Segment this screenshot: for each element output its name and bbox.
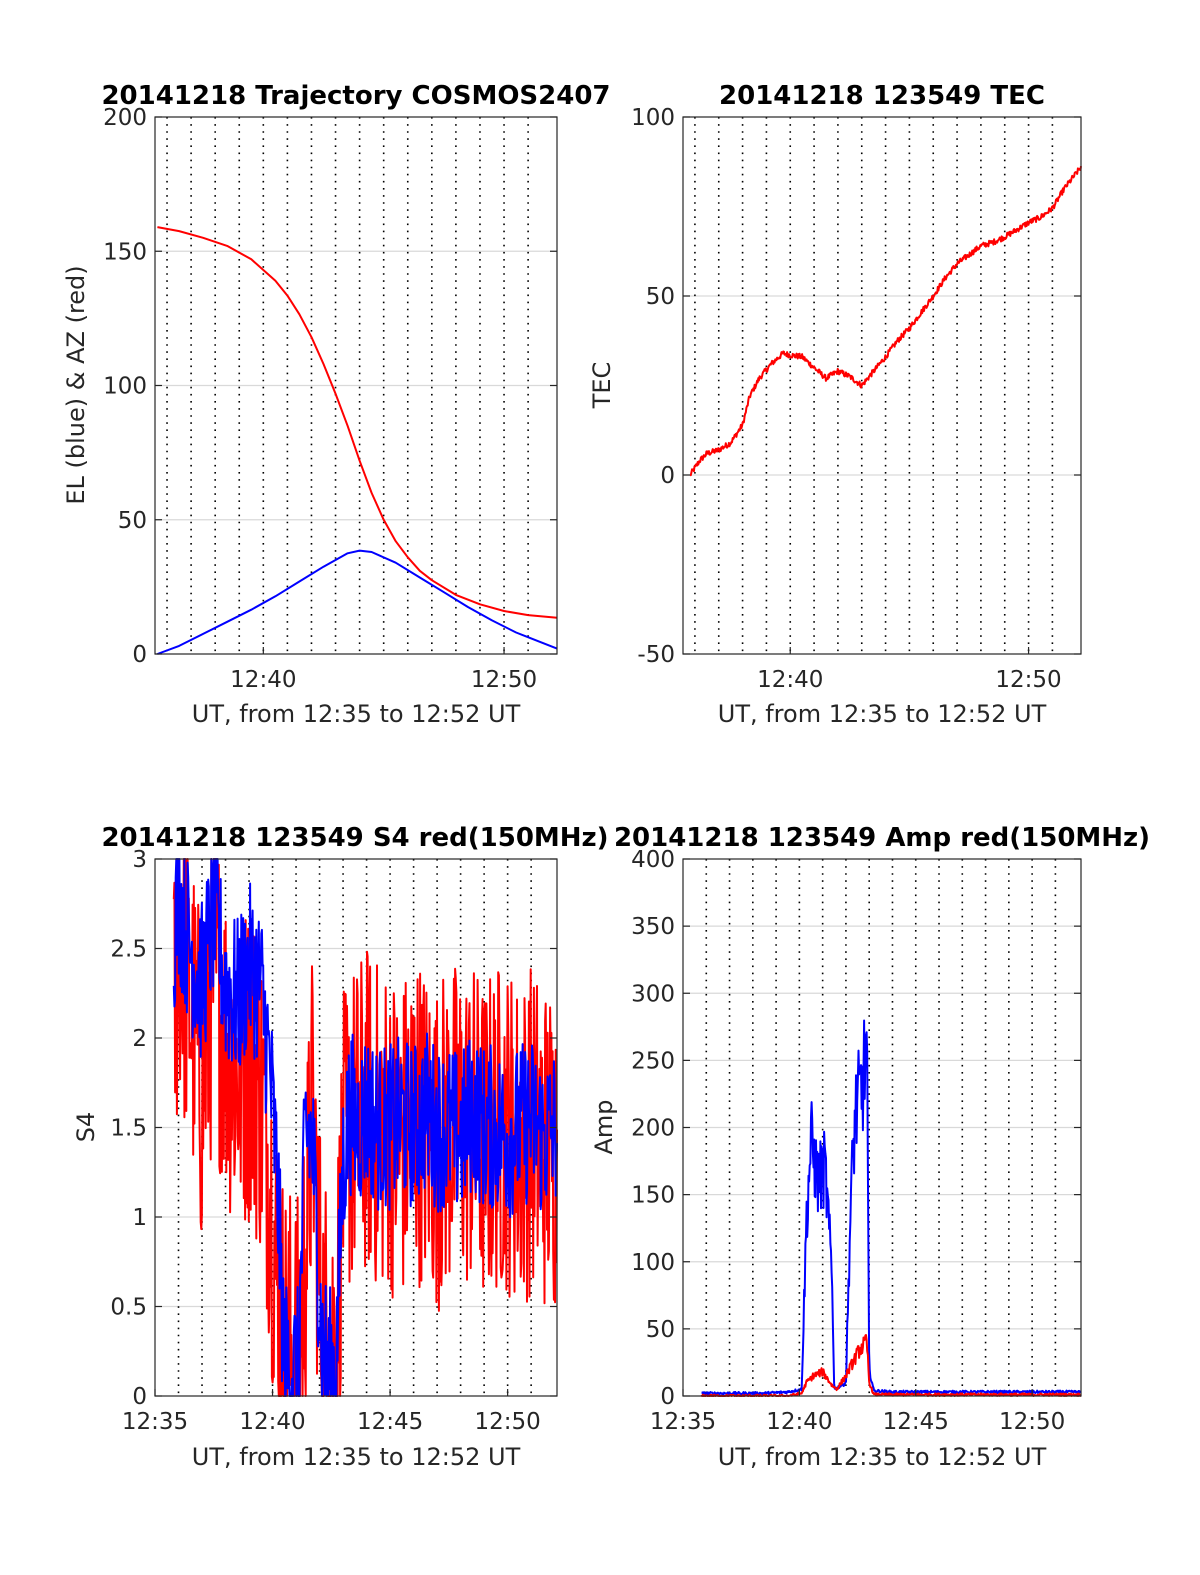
panel-amp: 20141218 123549 Amp red(150MHz) 0 50 100 15… [590, 823, 1150, 1471]
grid-trajectory [155, 117, 557, 654]
xlabel-trajectory: UT, from 12:35 to 12:52 UT [192, 700, 521, 728]
series-red-line [689, 165, 1082, 477]
ticks-trajectory: 0 50 100 150 200 12:40 12:50 [103, 105, 557, 693]
xlabel-tec: UT, from 12:35 to 12:52 UT [718, 700, 1047, 728]
ytick-label: 50 [646, 1317, 675, 1343]
xtick-label: 12:50 [474, 1409, 540, 1435]
ytick-label: 250 [631, 1048, 675, 1074]
series-blue-line [157, 549, 558, 655]
series-group-s4 [172, 858, 558, 1397]
title-tec: 20141218 123549 TEC [719, 81, 1045, 111]
xlabel-s4: UT, from 12:35 to 12:52 UT [192, 1443, 521, 1471]
title-amp: 20141218 123549 Amp red(150MHz) [614, 823, 1150, 853]
xtick-label: 12:50 [995, 667, 1061, 693]
xtick-label: 12:40 [766, 1409, 832, 1435]
ticks-amp: 0 50 100 150 200 250 300 350 400 12:35 12:40 12:45 1… [631, 847, 1081, 1435]
ytick-label: 100 [631, 105, 675, 131]
series-red-line [157, 226, 558, 619]
ytick-label: 3 [132, 847, 147, 873]
xtick-label: 12:40 [239, 1409, 305, 1435]
xtick-label: 12:45 [883, 1409, 949, 1435]
ytick-label: 0 [132, 1384, 147, 1410]
ylabel-tec: TEC [588, 362, 616, 410]
ticks-tec: -50 0 50 100 12:40 12:50 [631, 105, 1081, 693]
title-trajectory: 20141218 Trajectory COSMOS2407 [101, 81, 610, 111]
ytick-label: 350 [631, 914, 675, 940]
ytick-label: 1.5 [110, 1116, 147, 1142]
ytick-label: 1 [132, 1205, 147, 1231]
ytick-label: 50 [646, 284, 675, 310]
ytick-label: 0 [660, 1384, 675, 1410]
series-group-tec [689, 165, 1082, 477]
ytick-label: 400 [631, 847, 675, 873]
ytick-label: 200 [103, 105, 147, 131]
panel-s4: 20141218 123549 S4 red(150MHz) 0 0.5 1 1.5 2… [72, 823, 609, 1471]
ytick-label: 0 [132, 642, 147, 668]
ytick-label: 0 [660, 463, 675, 489]
ytick-label: 2 [132, 1026, 147, 1052]
xtick-label: 12:40 [757, 667, 823, 693]
panel-trajectory: 20141218 Trajectory COSMOS2407 0 50 100 150… [62, 81, 611, 728]
ytick-label: -50 [637, 642, 675, 668]
xtick-label: 12:35 [650, 1409, 716, 1435]
ytick-label: 100 [631, 1250, 675, 1276]
xtick-label: 12:35 [122, 1409, 188, 1435]
grid-amp [683, 859, 1081, 1396]
series-blue-line [701, 1019, 1082, 1396]
ytick-label: 300 [631, 981, 675, 1007]
ytick-label: 150 [103, 239, 147, 265]
xtick-label: 12:50 [471, 667, 537, 693]
ytick-label: 50 [118, 508, 147, 534]
ticks-s4: 0 0.5 1 1.5 2 2.5 3 12:35 12:40 12:45 12:50 [110, 847, 557, 1435]
xtick-label: 12:45 [357, 1409, 423, 1435]
ytick-label: 0.5 [110, 1295, 147, 1321]
series-group-trajectory [157, 226, 558, 655]
ylabel-s4: S4 [72, 1112, 100, 1143]
xtick-label: 12:50 [999, 1409, 1065, 1435]
grid-tec [683, 117, 1081, 654]
axes-box-tec [682, 116, 1082, 655]
ytick-label: 150 [631, 1183, 675, 1209]
ylabel-amp: Amp [590, 1099, 618, 1154]
ytick-label: 100 [103, 374, 147, 400]
xtick-label: 12:40 [230, 667, 296, 693]
title-s4: 20141218 123549 S4 red(150MHz) [101, 823, 608, 853]
xlabel-amp: UT, from 12:35 to 12:52 UT [718, 1443, 1047, 1471]
ytick-label: 200 [631, 1116, 675, 1142]
ytick-label: 2.5 [110, 937, 147, 963]
series-blue-line [172, 858, 558, 1397]
ylabel-trajectory: EL (blue) & AZ (red) [62, 265, 90, 504]
